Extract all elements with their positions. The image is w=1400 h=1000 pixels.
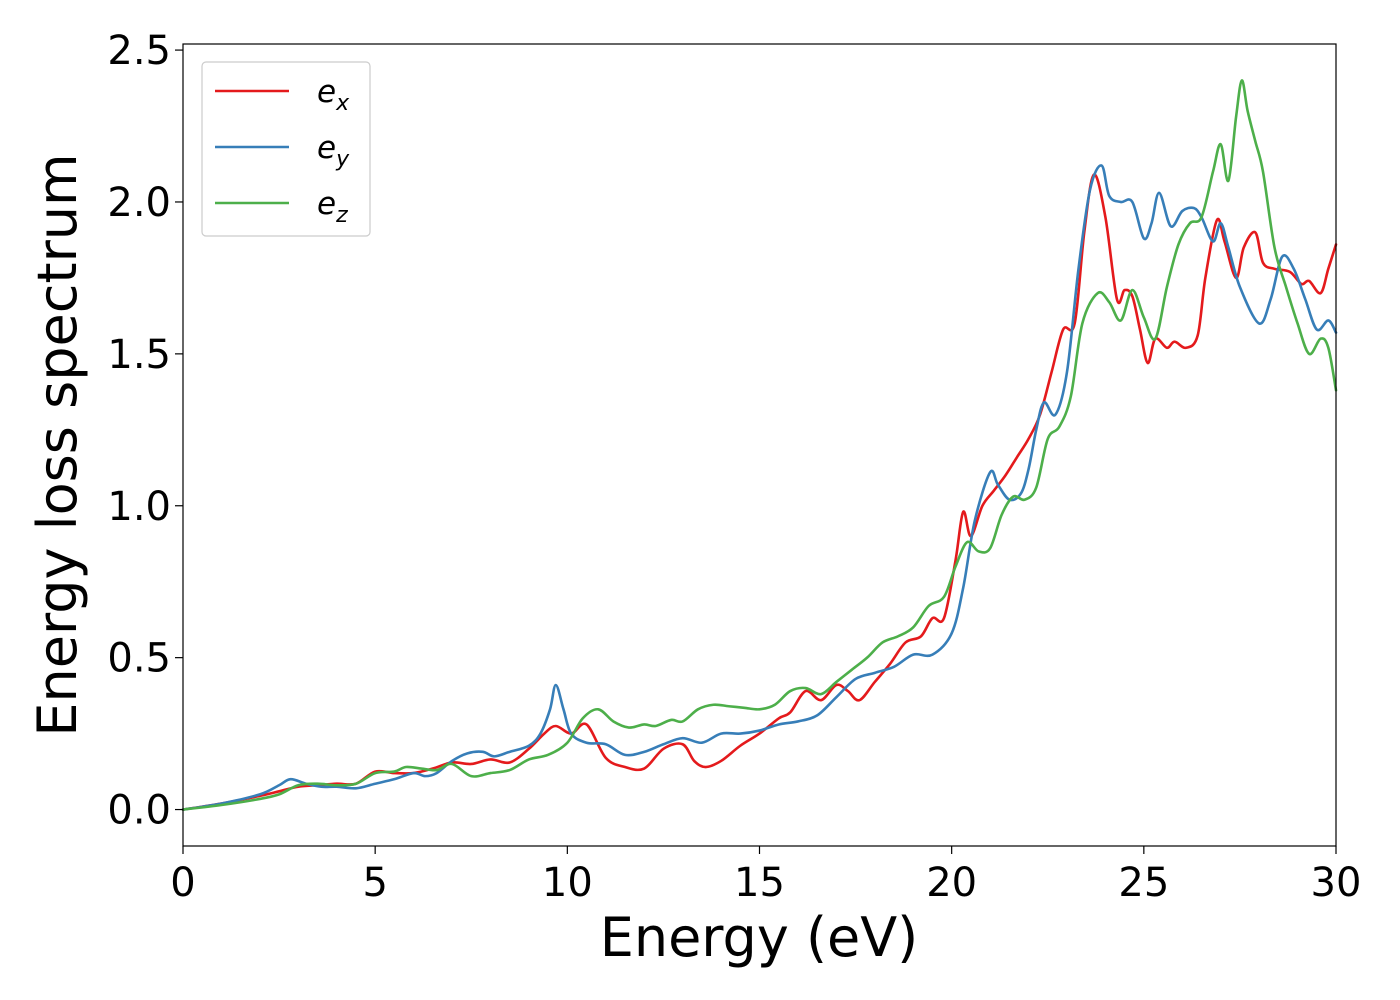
plot-background <box>183 44 1336 846</box>
y-tick-label: 0.5 <box>107 636 171 682</box>
legend-label-base: e <box>317 74 336 110</box>
y-tick-label: 2.5 <box>107 28 171 74</box>
x-axis-title: Energy (eV) <box>600 906 919 969</box>
x-tick-label: 30 <box>1311 860 1362 906</box>
series-line-e-x <box>181 173 1338 811</box>
x-tick-label: 5 <box>362 860 387 906</box>
x-tick-label: 25 <box>1118 860 1169 906</box>
x-tick-label: 20 <box>926 860 977 906</box>
legend-label-base: e <box>317 130 336 166</box>
y-tick-label: 1.0 <box>107 484 171 530</box>
x-tick-label: 15 <box>734 860 785 906</box>
y-axis-title: Energy loss spectrum <box>26 153 89 736</box>
legend-label-subscript: z <box>335 203 348 228</box>
x-tick-label: 10 <box>542 860 593 906</box>
legend-label-base: e <box>317 186 336 222</box>
legend-label-subscript: y <box>335 147 350 172</box>
y-axis: 0.0 0.5 1.0 1.5 2.0 2.5 <box>107 28 183 834</box>
x-axis: 0 5 10 15 20 25 30 <box>170 846 1361 906</box>
y-tick-label: 2.0 <box>107 180 171 226</box>
series-lines <box>181 79 1338 811</box>
legend-label-y: ey <box>317 130 350 172</box>
legend-label-z: ez <box>317 186 348 228</box>
series-line-e-z <box>181 79 1338 811</box>
y-tick-label: 0.0 <box>107 788 171 834</box>
legend-box <box>201 61 371 237</box>
y-tick-label: 1.5 <box>107 332 171 378</box>
legend-label-x: ex <box>317 74 350 116</box>
legend-label-subscript: x <box>335 91 350 116</box>
x-tick-label: 0 <box>170 860 195 906</box>
